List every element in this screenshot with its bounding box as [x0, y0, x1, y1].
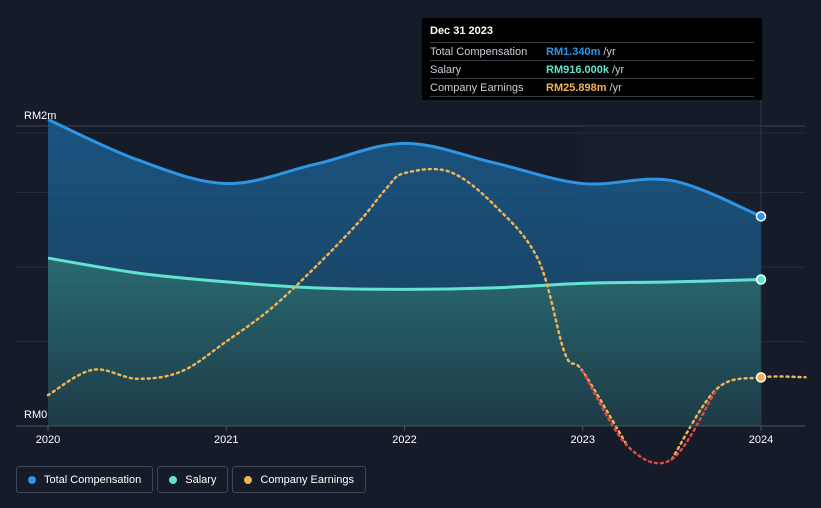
x-tick-label: 2020	[36, 434, 60, 446]
legend-salary[interactable]: Salary	[157, 466, 229, 493]
legend-dot-icon	[28, 475, 36, 484]
tooltip-value: RM25.898m	[546, 81, 607, 94]
legend-label: Total Compensation	[44, 473, 142, 486]
salary-area	[48, 258, 761, 426]
company-earnings-line[interactable]	[46, 167, 807, 465]
x-tick-label: 2024	[749, 434, 773, 446]
x-tick-label: 2022	[392, 434, 416, 446]
y-axis-labels: RM2m RM0	[24, 110, 56, 421]
tooltip: Dec 31 2023 Total Compensation RM1.340m …	[422, 18, 762, 100]
tooltip-unit: /yr	[612, 63, 625, 76]
earnings-segment	[670, 375, 807, 461]
series-end-marker	[755, 274, 767, 285]
end-markers	[755, 211, 767, 383]
series-end-marker	[755, 211, 767, 222]
tooltip-label: Company Earnings	[430, 81, 524, 94]
x-tick-label: 2023	[571, 434, 595, 446]
legend-dot-icon	[244, 475, 253, 484]
legend-company-earnings[interactable]: Company Earnings	[232, 466, 366, 493]
legend-dot-icon	[169, 475, 178, 484]
tooltip-value: RM916.000k	[546, 63, 609, 76]
earnings-negative-segment	[581, 370, 718, 465]
total-compensation-line[interactable]	[47, 118, 762, 218]
earnings-end-marker	[755, 372, 767, 383]
tooltip-label: Salary	[430, 63, 462, 76]
legend-total-compensation[interactable]: Total Compensation	[16, 466, 154, 493]
tooltip-row-salary: Salary RM916.000k /yr	[430, 60, 754, 78]
tooltip-unit: /yr	[603, 45, 616, 58]
tooltip-unit: /yr	[609, 81, 622, 94]
tooltip-value: RM1.340m	[546, 45, 601, 58]
tooltip-label: Total Compensation	[430, 45, 528, 58]
y-tick-label-max: RM2m	[24, 110, 56, 122]
tooltip-date: Dec 31 2023	[430, 25, 493, 37]
x-axis-ticks: 2020 2021 2022 2023 2024	[36, 426, 773, 446]
legend-label: Company Earnings	[260, 473, 354, 486]
salary-line[interactable]	[47, 256, 762, 291]
legend: Total Compensation Salary Company Earnin…	[16, 466, 370, 493]
earnings-segment	[46, 167, 629, 448]
tooltip-row-total-compensation: Total Compensation RM1.340m /yr	[430, 42, 754, 60]
y-tick-label-min: RM0	[24, 409, 47, 421]
x-tick-label: 2021	[214, 434, 238, 446]
legend-label: Salary	[185, 473, 217, 486]
tooltip-row-company-earnings: Company Earnings RM25.898m /yr	[430, 78, 754, 97]
